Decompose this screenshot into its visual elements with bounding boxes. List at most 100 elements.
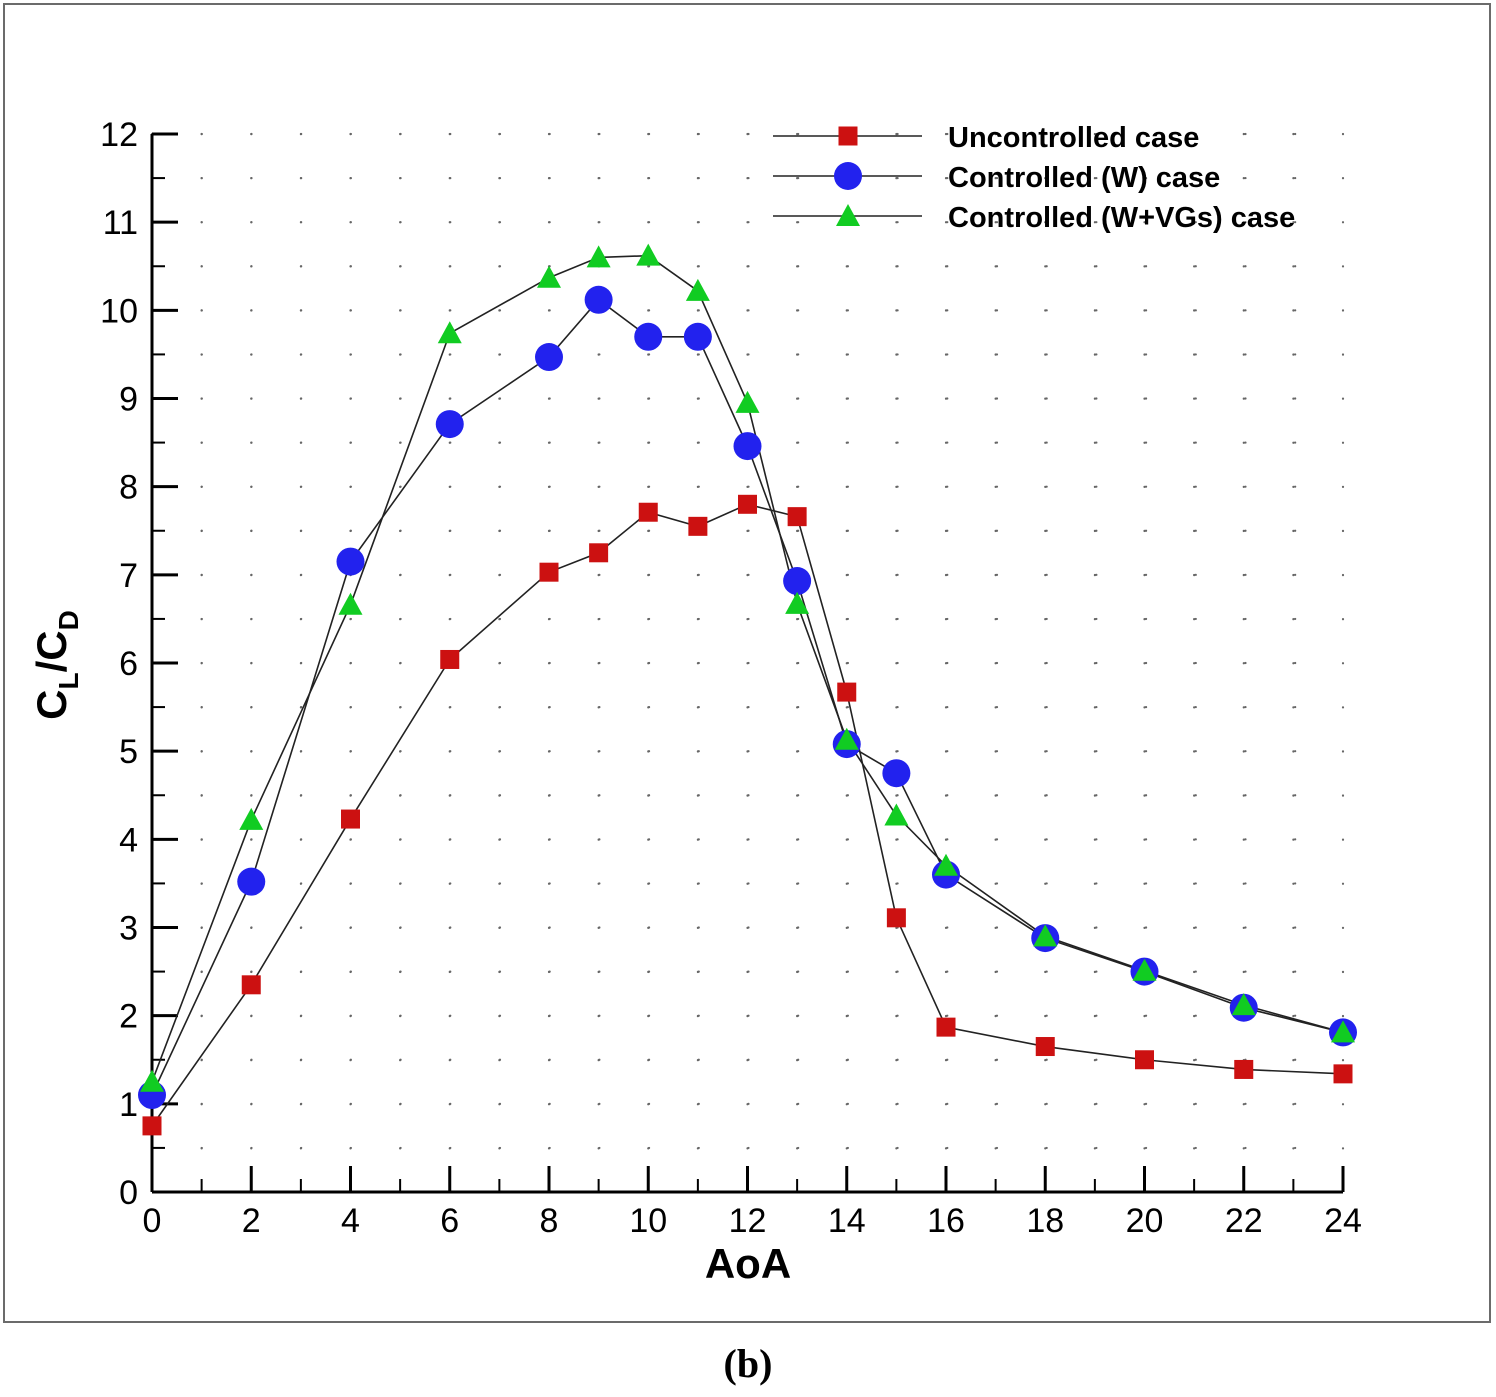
y-tick-label: 9 [119,381,138,419]
data-point-triangle [1132,958,1157,981]
x-tick-label: 6 [440,1202,459,1240]
data-point-square [936,1017,956,1037]
svg-text:CL/CD: CL/CD [28,610,84,720]
series-line-triangle [151,254,1344,1083]
data-point-triangle [537,265,561,288]
y-tick-label: 10 [100,292,138,330]
y-tick-label: 7 [119,557,138,595]
x-tick-label: 2 [242,1202,261,1240]
y-tick-label: 6 [119,645,138,683]
data-point-square [589,543,609,563]
y-tick-label: 11 [103,204,138,242]
data-point-triangle [1033,924,1058,947]
data-point-square [738,494,757,514]
data-point-triangle [934,853,958,876]
data-point-circle [237,867,266,896]
y-tick-label: 1 [119,1086,138,1124]
data-point-triangle [437,321,462,344]
legend-label: Uncontrolled case [948,122,1199,154]
data-point-square [1333,1064,1353,1084]
x-tick-label: 18 [1026,1202,1064,1240]
legend-label: Controlled (W) case [948,162,1220,194]
data-point-triangle [785,591,810,614]
x-tick-label: 0 [143,1202,162,1240]
x-tick-label: 10 [629,1202,667,1240]
data-point-square [638,502,658,522]
grid [150,132,1345,1194]
legend-marker-square [838,126,858,146]
data-point-circle [733,432,762,461]
data-point-circle [783,567,812,596]
series-triangle [151,254,1344,1083]
data-point-circle [535,343,563,372]
data-point-square [1135,1050,1154,1070]
data-point-circle [634,322,663,351]
y-axis-label: CL/CD [28,610,84,720]
y-tick-label: 2 [119,998,138,1036]
figure-caption: (b) [723,1341,773,1386]
data-point-triangle [685,278,710,301]
x-tick-label: 24 [1324,1202,1362,1240]
x-tick-labels: 0 2 4 6 8 10 12 14 16 18 20 22 24 [143,1202,1362,1240]
y-tick-label: 5 [119,733,138,771]
data-point-square [539,562,559,582]
x-tick-label: 12 [729,1202,767,1240]
data-point-triangle [338,592,363,615]
data-point-triangle [884,803,909,826]
data-point-square [142,1116,162,1136]
x-tick-label: 16 [927,1202,965,1240]
data-point-square [440,649,460,669]
y-tick-label: 12 [100,116,138,154]
y-tick-label: 8 [119,469,138,507]
data-point-square [241,975,261,995]
figure-frame [3,3,1491,1323]
y-label-slash: /C [28,630,75,672]
y-label-main: C [28,690,75,720]
series-line-circle [151,298,1344,1096]
y-tick-label: 0 [119,1174,138,1212]
y-tick-label: 3 [119,910,138,948]
data-point-triangle [834,727,859,750]
series-points-square [142,494,1353,1136]
series-group [138,243,1357,1136]
data-point-square [886,908,906,928]
series-line-square [151,503,1344,1127]
x-tick-label: 4 [341,1202,360,1240]
series-points-triangle [140,243,1355,1092]
x-tick-label: 22 [1225,1202,1263,1240]
data-point-square [837,682,857,702]
x-tick-label: 8 [540,1202,559,1240]
x-axis-label: AoA [705,1240,791,1287]
data-point-triangle [239,807,264,830]
data-point-triangle [586,245,611,268]
axes [150,132,1345,1194]
data-point-square [1234,1059,1254,1079]
data-point-triangle [1231,993,1256,1016]
data-point-square [688,516,708,536]
data-point-square [787,507,807,527]
y-tick-label: 4 [119,821,138,859]
data-point-circle [584,285,613,314]
x-tick-label: 20 [1126,1202,1164,1240]
y-label-sub-d: D [53,610,84,630]
data-point-circle [435,410,464,439]
legend-marker-circle [834,162,862,190]
legend-marker-triangle [836,204,860,226]
legend-label: Controlled (W+VGs) case [948,202,1295,234]
y-label-sub-l: L [53,672,84,689]
data-point-triangle [735,390,760,413]
series-circle [151,298,1344,1096]
data-point-triangle [1331,1020,1355,1043]
data-point-square [341,809,360,829]
data-point-circle [336,547,365,576]
legend: Uncontrolled case Controlled (W) case Cont… [773,122,1295,234]
series-square [151,503,1344,1127]
data-point-triangle [140,1069,164,1092]
data-point-circle [683,322,712,351]
data-point-circle [882,759,911,788]
x-tick-label: 14 [828,1202,866,1240]
data-point-square [1035,1037,1055,1057]
data-point-triangle [636,243,661,266]
